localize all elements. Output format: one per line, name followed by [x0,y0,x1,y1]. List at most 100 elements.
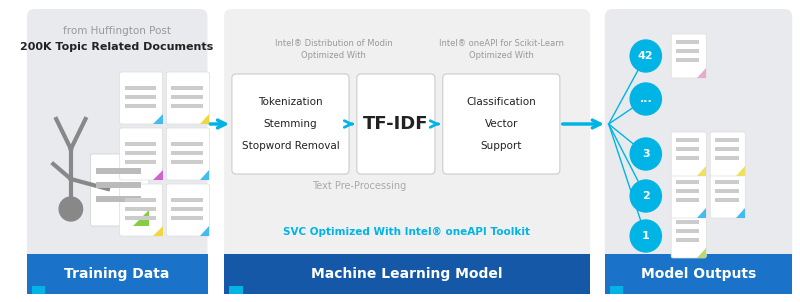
Bar [125,198,156,202]
Bar [125,216,156,220]
Bar [96,196,141,202]
Bar [676,238,699,242]
Text: 2: 2 [642,191,650,201]
Text: Support: Support [481,141,522,151]
Polygon shape [153,226,162,236]
Polygon shape [153,114,162,124]
FancyBboxPatch shape [166,128,210,180]
Text: from Huffington Post: from Huffington Post [62,26,170,36]
Bar [171,160,202,164]
FancyBboxPatch shape [671,214,706,258]
Bar [171,216,202,220]
Polygon shape [697,68,706,78]
Text: Stopword Removal: Stopword Removal [242,141,339,151]
Bar [171,104,202,108]
Bar [125,142,156,146]
Circle shape [630,180,662,212]
Bar [715,198,738,202]
FancyBboxPatch shape [27,9,207,294]
Bar [715,189,738,193]
FancyBboxPatch shape [90,154,149,226]
Bar [676,198,699,202]
Text: Vector: Vector [485,119,518,129]
Bar [125,95,156,99]
Bar [125,104,156,108]
FancyBboxPatch shape [120,128,162,180]
Bar [229,286,242,294]
Text: Text Pre-Processing: Text Pre-Processing [312,181,406,191]
Bar [96,168,141,174]
Text: TF-IDF: TF-IDF [363,115,429,133]
Circle shape [630,83,662,115]
Text: Model Outputs: Model Outputs [641,267,756,281]
FancyBboxPatch shape [671,174,706,218]
Bar [224,254,590,294]
Circle shape [630,220,662,252]
Bar [96,182,141,188]
Polygon shape [134,210,149,226]
Text: 1: 1 [642,231,650,241]
Bar [676,49,699,53]
Text: Machine Learning Model: Machine Learning Model [311,267,502,281]
Polygon shape [697,248,706,258]
Bar [171,95,202,99]
FancyBboxPatch shape [224,9,590,294]
Bar [715,180,738,184]
Circle shape [59,197,82,221]
Polygon shape [697,208,706,218]
Bar [715,138,738,142]
Polygon shape [200,170,210,180]
Polygon shape [200,114,210,124]
Bar [125,151,156,155]
FancyBboxPatch shape [166,184,210,236]
Bar [676,40,699,44]
FancyBboxPatch shape [710,174,746,218]
Circle shape [630,40,662,72]
Text: Tokenization: Tokenization [258,97,322,107]
Bar [676,220,699,224]
Text: Training Data: Training Data [64,267,170,281]
FancyBboxPatch shape [120,72,162,124]
Bar [32,286,46,294]
Text: SVC Optimized With Intel® oneAPI Toolkit: SVC Optimized With Intel® oneAPI Toolkit [283,227,530,237]
Bar [171,142,202,146]
FancyBboxPatch shape [671,132,706,176]
Bar [676,189,699,193]
Bar [676,180,699,184]
FancyBboxPatch shape [710,132,746,176]
Bar [171,207,202,211]
Text: Optimized With: Optimized With [301,52,366,60]
Polygon shape [153,170,162,180]
Polygon shape [200,226,210,236]
Bar [171,86,202,90]
Bar [676,147,699,151]
Text: Stemming: Stemming [264,119,318,129]
Bar [605,254,792,294]
FancyBboxPatch shape [166,72,210,124]
Bar [610,286,623,294]
FancyBboxPatch shape [671,34,706,78]
Bar [27,254,207,294]
Text: 3: 3 [642,149,650,159]
FancyBboxPatch shape [120,184,162,236]
FancyBboxPatch shape [357,74,435,174]
Circle shape [630,138,662,170]
Bar [715,147,738,151]
Bar [715,156,738,160]
Bar [171,198,202,202]
FancyBboxPatch shape [442,74,560,174]
Polygon shape [697,166,706,176]
Text: 42: 42 [638,51,654,61]
Bar [676,229,699,233]
Bar [125,160,156,164]
FancyBboxPatch shape [605,9,792,294]
Bar [125,86,156,90]
Text: Intel® Distribution of Modin: Intel® Distribution of Modin [274,40,392,49]
Text: Intel® oneAPI for Scikit-Learn: Intel® oneAPI for Scikit-Learn [439,40,564,49]
Text: ...: ... [639,94,652,104]
Text: Classification: Classification [466,97,536,107]
Bar [676,156,699,160]
Polygon shape [735,208,746,218]
Bar [676,138,699,142]
Bar [125,207,156,211]
